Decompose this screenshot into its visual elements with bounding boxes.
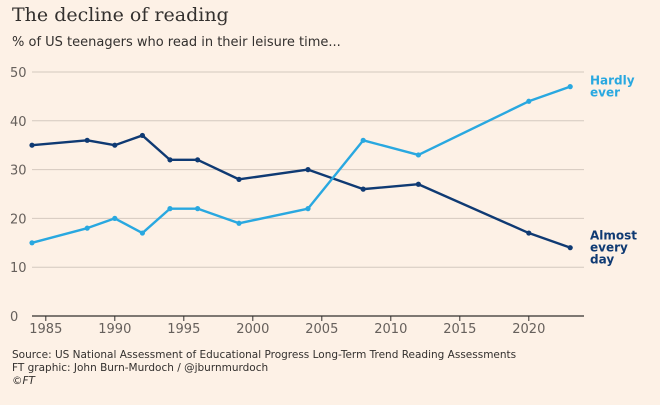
data-point-hardly_ever-2020: [526, 98, 532, 104]
y-tick-labels: 0 10 20 30 40 50: [10, 66, 27, 325]
copyright-note: ©FT: [12, 375, 35, 387]
data-point-hardly_ever-2012: [415, 152, 421, 158]
line-chart: 0 10 20 30 40 50 1985 1990 1995 2000 2005 2010 2015…: [10, 66, 637, 337]
data-point-almost_every_day-1988: [84, 137, 90, 143]
data-point-almost_every_day-1984: [29, 142, 35, 148]
data-point-hardly_ever-1992: [139, 230, 145, 236]
y-tick-label-20: 20: [10, 212, 27, 227]
data-point-almost_every_day-2004: [305, 167, 311, 173]
data-point-hardly_ever-1994: [167, 206, 173, 212]
data-point-hardly_ever-2004: [305, 206, 311, 212]
series-label-hardly_ever: Hardly ever: [590, 74, 635, 100]
series-label-line: Almost: [590, 229, 637, 243]
y-tick-label-40: 40: [10, 115, 27, 130]
data-point-almost_every_day-2008: [360, 186, 366, 192]
y-tick-label-50: 50: [10, 66, 27, 81]
data-point-hardly_ever-1988: [84, 225, 90, 231]
data-point-almost_every_day-2012: [415, 181, 421, 187]
x-tick-label-2015: 2015: [443, 322, 476, 337]
x-tick-label-2010: 2010: [374, 322, 407, 337]
x-tick-label-2005: 2005: [305, 322, 338, 337]
data-point-almost_every_day-1992: [139, 132, 145, 139]
data-point-almost_every_day-1996: [195, 157, 201, 163]
series-line-almost_every_day: [31, 134, 571, 249]
data-point-almost_every_day-2023: [567, 245, 573, 251]
series-label-line: every: [590, 241, 628, 255]
x-tick-label-2000: 2000: [236, 322, 269, 337]
chart-title: The decline of reading: [12, 4, 229, 26]
data-point-hardly_ever-1996: [195, 206, 201, 212]
data-point-hardly_ever-2008: [360, 137, 366, 143]
chart-subtitle: % of US teenagers who read in their leis…: [12, 35, 341, 50]
series-lines: [29, 84, 573, 251]
series-labels: Almost every day Hardly ever: [590, 74, 637, 267]
y-tick-label-10: 10: [10, 261, 27, 276]
x-tick-label-1985: 1985: [29, 322, 62, 337]
data-point-almost_every_day-2020: [526, 230, 532, 236]
data-point-almost_every_day-1999: [236, 176, 242, 182]
data-point-hardly_ever-1990: [112, 215, 118, 221]
source-note: Source: US National Assessment of Educat…: [12, 349, 517, 361]
x-tick-label-2020: 2020: [512, 322, 545, 337]
series-label-almost_every_day: Almost every day: [590, 229, 637, 267]
data-point-hardly_ever-1999: [236, 220, 242, 226]
series-label-line: ever: [590, 86, 620, 100]
y-tick-label-0: 0: [10, 310, 18, 325]
x-axis: 1985 1990 1995 2000 2005 2010 2015 2020: [29, 315, 584, 337]
data-point-hardly_ever-1984: [29, 240, 35, 246]
y-tick-label-30: 30: [10, 164, 27, 179]
data-point-almost_every_day-1990: [112, 142, 118, 148]
series-line-hardly_ever: [31, 85, 571, 244]
data-point-hardly_ever-2023: [567, 84, 573, 90]
credit-note: FT graphic: John Burn-Murdoch / @jburnmu…: [12, 362, 269, 374]
chart-footer: Source: US National Assessment of Educat…: [12, 349, 516, 388]
series-label-line: Hardly: [590, 74, 635, 88]
series-label-line: day: [590, 253, 614, 267]
x-tick-label-1995: 1995: [167, 322, 200, 337]
x-tick-label-1990: 1990: [98, 322, 131, 337]
data-point-almost_every_day-1994: [167, 157, 173, 163]
